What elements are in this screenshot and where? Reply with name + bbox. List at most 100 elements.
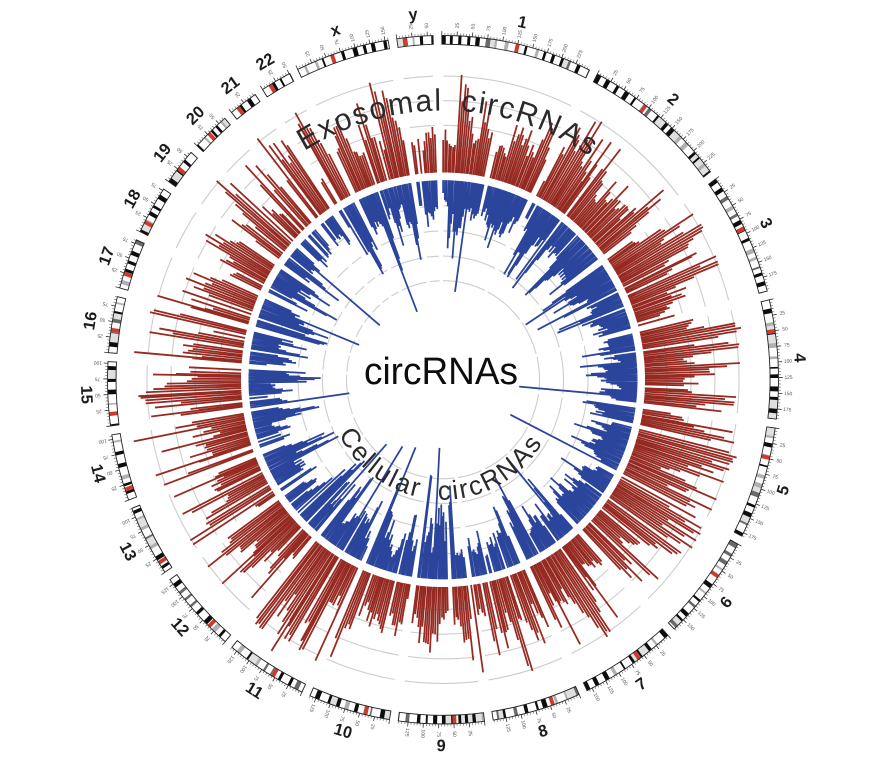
svg-text:125: 125 [696, 610, 706, 620]
svg-text:100: 100 [519, 720, 527, 730]
svg-text:100: 100 [93, 359, 102, 365]
svg-text:25: 25 [144, 560, 152, 568]
svg-text:50: 50 [116, 250, 123, 258]
svg-text:50: 50 [776, 458, 783, 465]
svg-text:50: 50 [142, 194, 150, 202]
svg-text:25: 25 [111, 266, 118, 274]
svg-text:150: 150 [763, 255, 773, 264]
svg-text:100: 100 [619, 677, 628, 688]
svg-text:125: 125 [757, 239, 767, 248]
svg-text:25: 25 [234, 90, 242, 98]
svg-text:225: 225 [576, 49, 585, 59]
svg-text:11: 11 [242, 678, 266, 703]
svg-text:175: 175 [747, 533, 757, 542]
svg-text:50: 50 [281, 61, 289, 69]
svg-text:150: 150 [754, 519, 764, 528]
svg-text:125: 125 [606, 685, 615, 695]
svg-text:15: 15 [77, 385, 95, 404]
svg-text:50: 50 [319, 43, 327, 51]
svg-text:75: 75 [535, 717, 542, 724]
svg-text:25: 25 [134, 208, 142, 216]
svg-text:16: 16 [80, 310, 100, 331]
svg-text:50: 50 [353, 720, 360, 727]
svg-text:150: 150 [592, 692, 601, 702]
svg-text:75: 75 [486, 25, 493, 32]
svg-text:50: 50 [470, 23, 476, 29]
svg-text:25: 25 [467, 730, 473, 736]
svg-text:125: 125 [760, 504, 770, 513]
svg-text:9: 9 [437, 737, 446, 755]
svg-text:125: 125 [308, 703, 317, 713]
svg-text:125: 125 [160, 585, 170, 595]
svg-text:75: 75 [334, 38, 341, 45]
svg-text:25: 25 [565, 706, 573, 714]
svg-text:75: 75 [338, 715, 345, 722]
svg-text:100: 100 [169, 598, 179, 608]
svg-text:25: 25 [96, 408, 102, 415]
svg-text:100: 100 [121, 517, 131, 526]
svg-text:25: 25 [267, 68, 275, 76]
svg-text:75: 75 [122, 235, 130, 243]
svg-text:75: 75 [150, 181, 158, 189]
svg-text:150: 150 [674, 116, 684, 126]
svg-text:125: 125 [504, 723, 511, 733]
svg-text:125: 125 [517, 29, 525, 39]
svg-text:25: 25 [408, 23, 414, 29]
svg-text:50: 50 [136, 546, 144, 554]
svg-text:50: 50 [726, 573, 734, 581]
svg-text:100: 100 [419, 729, 425, 738]
svg-text:75: 75 [102, 453, 109, 460]
svg-text:100: 100 [706, 598, 716, 608]
svg-text:50: 50 [646, 660, 654, 668]
svg-text:50: 50 [106, 469, 113, 476]
svg-text:75: 75 [181, 611, 189, 619]
svg-text:10: 10 [332, 720, 354, 743]
svg-text:200: 200 [696, 139, 706, 149]
svg-text:75: 75 [95, 376, 101, 382]
svg-text:circRNAs: circRNAs [364, 350, 518, 393]
svg-text:75: 75 [772, 474, 779, 481]
svg-text:50: 50 [208, 112, 216, 120]
svg-text:200: 200 [561, 43, 570, 53]
svg-text:75: 75 [129, 532, 137, 540]
svg-text:225: 225 [706, 151, 716, 161]
svg-text:50: 50 [550, 712, 557, 719]
svg-text:25: 25 [304, 49, 312, 57]
svg-text:1: 1 [516, 13, 529, 33]
svg-text:125: 125 [403, 728, 410, 737]
svg-text:100: 100 [766, 489, 776, 497]
svg-text:25: 25 [110, 484, 117, 492]
svg-text:125: 125 [784, 375, 792, 381]
svg-text:25: 25 [658, 650, 666, 658]
svg-text:100: 100 [650, 95, 660, 106]
svg-text:50: 50 [625, 77, 633, 85]
svg-text:y: y [408, 5, 419, 24]
svg-text:50: 50 [424, 22, 430, 28]
svg-text:50: 50 [737, 196, 745, 204]
svg-text:25: 25 [779, 442, 786, 449]
svg-text:25: 25 [455, 22, 461, 28]
svg-text:75: 75 [784, 342, 790, 349]
svg-text:75: 75 [639, 86, 647, 94]
svg-text:75: 75 [435, 731, 441, 737]
svg-text:100: 100 [98, 437, 107, 444]
svg-text:125: 125 [225, 654, 235, 665]
svg-text:100: 100 [349, 32, 357, 42]
svg-text:175: 175 [783, 407, 792, 414]
svg-text:50: 50 [95, 392, 101, 398]
svg-text:100: 100 [751, 224, 761, 233]
svg-text:4: 4 [790, 353, 808, 364]
svg-text:50: 50 [265, 682, 273, 690]
svg-text:100: 100 [238, 664, 248, 675]
svg-text:150: 150 [380, 26, 387, 36]
svg-text:17: 17 [96, 244, 119, 268]
svg-text:25: 25 [166, 158, 174, 166]
svg-text:75: 75 [102, 300, 109, 307]
svg-text:100: 100 [784, 358, 793, 365]
svg-text:150: 150 [532, 33, 540, 43]
svg-text:75: 75 [717, 586, 725, 594]
svg-text:25: 25 [729, 182, 737, 190]
svg-text:50: 50 [451, 731, 457, 737]
svg-text:25: 25 [779, 310, 786, 317]
svg-text:75: 75 [252, 674, 260, 682]
